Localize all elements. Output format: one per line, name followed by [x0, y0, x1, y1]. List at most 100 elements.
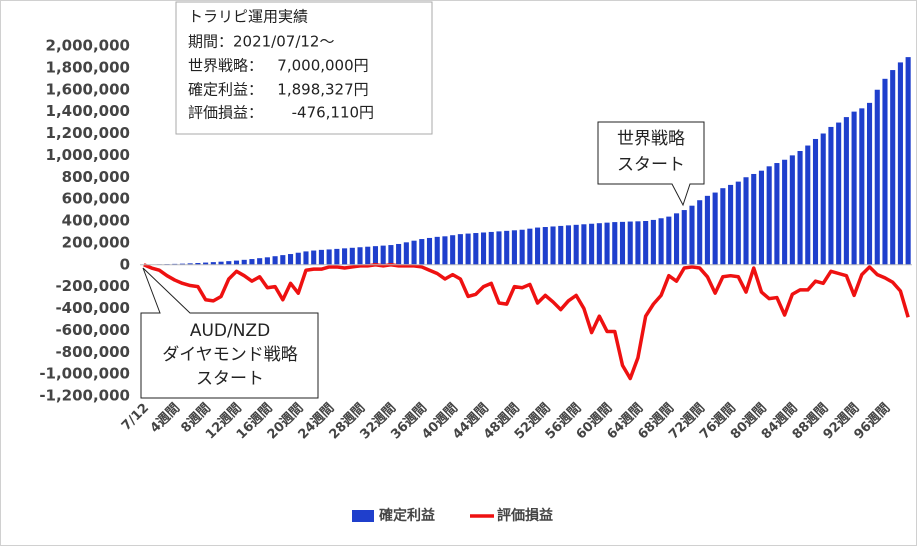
y-tick-label: -400,000 — [55, 299, 130, 317]
bar — [365, 247, 370, 265]
bar — [311, 251, 316, 265]
bar — [890, 70, 895, 265]
y-tick-label: 1,000,000 — [46, 146, 130, 164]
bar — [226, 261, 231, 265]
bar — [813, 139, 818, 265]
bar — [736, 182, 741, 265]
info-line: 世界戦略： 7,000,000円 — [188, 57, 369, 75]
callout-text: ダイヤモンド戦略 — [162, 345, 298, 365]
bar — [327, 249, 332, 264]
bar — [350, 248, 355, 265]
bar — [234, 261, 239, 265]
y-tick-label: -1,200,000 — [39, 387, 130, 405]
bar — [697, 200, 702, 265]
bar — [751, 174, 756, 265]
bar — [435, 237, 440, 265]
bar — [388, 245, 393, 265]
y-tick-label: -1,000,000 — [39, 365, 130, 383]
bar — [427, 238, 432, 265]
y-tick-label: 2,000,000 — [46, 37, 130, 55]
info-line: 期間：2021/07/12～ — [188, 33, 334, 51]
info-line: 確定利益： 1,898,327円 — [188, 81, 369, 99]
bar — [620, 222, 625, 265]
bar — [574, 225, 579, 265]
bar — [242, 260, 247, 265]
bar — [612, 222, 617, 265]
bar — [473, 233, 478, 265]
bar — [265, 257, 270, 264]
info-line: トラリピ運用実績 — [188, 8, 308, 26]
bar — [728, 185, 733, 265]
bar — [466, 234, 471, 265]
bar — [496, 231, 501, 264]
bar — [713, 193, 718, 265]
y-tick-label: -600,000 — [55, 321, 130, 339]
bar — [635, 221, 640, 264]
bar — [759, 171, 764, 265]
bar — [412, 241, 417, 265]
bar — [689, 206, 694, 265]
bar — [280, 255, 285, 265]
callout-text: スタート — [617, 155, 685, 175]
bar — [666, 217, 671, 265]
legend-swatch — [352, 510, 374, 522]
bar — [442, 236, 447, 264]
bar — [527, 229, 532, 265]
bar — [450, 235, 455, 265]
bar — [628, 222, 633, 265]
bar — [273, 256, 278, 265]
bar — [419, 239, 424, 265]
bar — [836, 123, 841, 265]
bar — [875, 90, 880, 265]
bar — [674, 213, 679, 264]
bar — [790, 155, 795, 264]
y-tick-label: 200,000 — [62, 233, 130, 251]
callout-text: スタート — [196, 369, 264, 389]
y-tick-label: 1,800,000 — [46, 58, 130, 76]
bar — [381, 246, 386, 265]
y-tick-label: 0 — [120, 255, 130, 273]
bar — [404, 242, 409, 264]
bar — [481, 232, 486, 264]
bar — [303, 251, 308, 264]
callout-text: AUD/NZD — [190, 321, 270, 341]
legend-label: 確定利益 — [379, 507, 435, 524]
callout-text: 世界戦略 — [617, 129, 685, 149]
bar — [867, 103, 872, 265]
bar — [581, 224, 586, 264]
bar — [705, 196, 710, 265]
y-tick-label: 1,200,000 — [46, 124, 130, 142]
bar — [458, 234, 463, 265]
bar — [743, 177, 748, 265]
y-tick-label: -800,000 — [55, 343, 130, 361]
bar — [396, 244, 401, 265]
legend-label: 評価損益 — [497, 507, 553, 524]
bar — [821, 134, 826, 265]
bar — [798, 151, 803, 265]
y-tick-label: -200,000 — [55, 277, 130, 295]
bar — [767, 166, 772, 264]
bar — [882, 79, 887, 265]
bar — [334, 249, 339, 265]
bar — [566, 225, 571, 264]
bar — [597, 223, 602, 265]
bar — [535, 228, 540, 265]
bar — [774, 163, 779, 265]
info-line: 評価損益： -476,110円 — [188, 104, 374, 122]
bar — [319, 250, 324, 265]
bar — [605, 223, 610, 265]
bar — [558, 226, 563, 265]
bar — [249, 259, 254, 265]
y-tick-label: 600,000 — [62, 190, 130, 208]
bar — [357, 247, 362, 265]
bar — [550, 226, 555, 264]
bar — [805, 146, 810, 265]
y-tick-label: 800,000 — [62, 168, 130, 186]
bar — [504, 231, 509, 265]
bar — [720, 188, 725, 265]
bar — [682, 210, 687, 265]
bar — [257, 258, 262, 265]
bar — [342, 248, 347, 264]
